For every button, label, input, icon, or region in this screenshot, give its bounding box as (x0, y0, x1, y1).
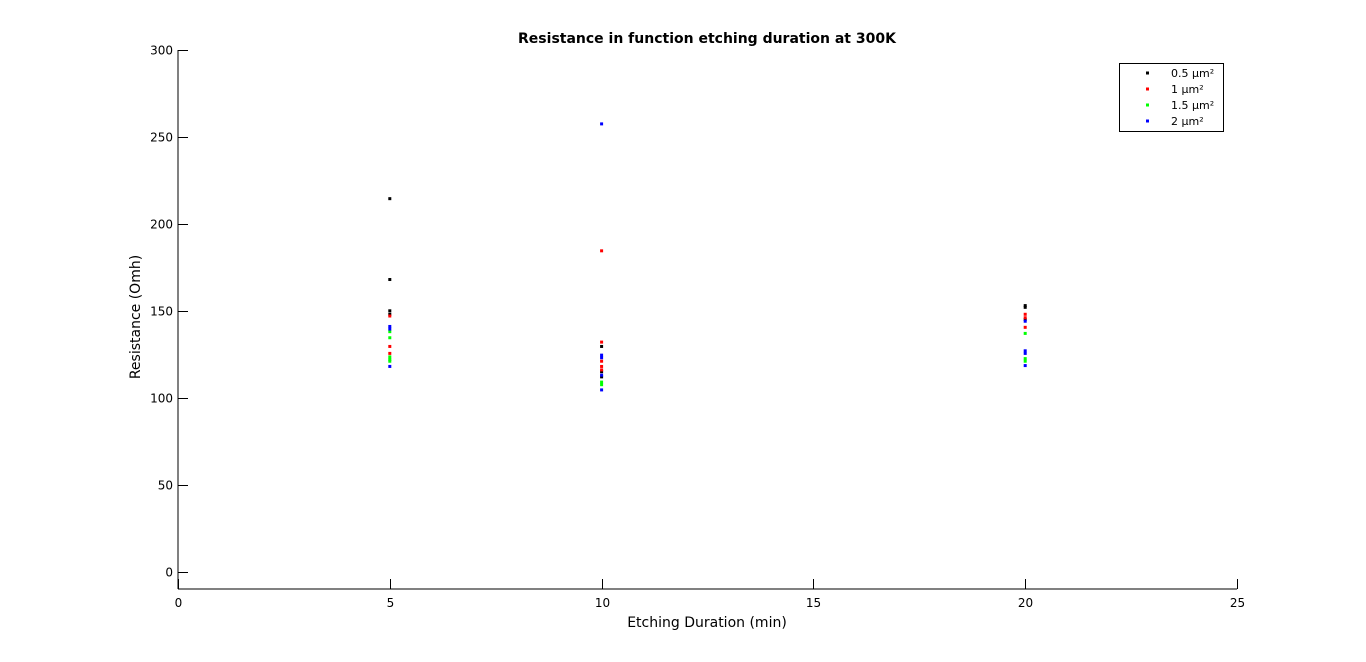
y-tick-label: 200 (150, 218, 173, 232)
legend-marker (1146, 71, 1149, 75)
data-point-series-1 (388, 197, 392, 201)
x-axis-label: Etching Duration (min) (627, 615, 787, 631)
data-point-series-1 (1023, 304, 1027, 308)
data-point-series-3 (388, 330, 392, 334)
data-point-series-3 (388, 357, 392, 361)
data-point-series-1 (600, 375, 604, 379)
data-point-series-1 (600, 370, 604, 374)
data-point-series-2 (600, 359, 604, 363)
data-point-series-4 (388, 364, 392, 368)
legend-marker (1146, 87, 1149, 91)
data-point-series-4 (600, 388, 604, 392)
data-point-series-2 (1023, 312, 1027, 316)
data-point-series-3 (388, 336, 392, 340)
data-point-series-3 (600, 380, 604, 384)
data-point-series-2 (388, 344, 392, 348)
data-point-series-2 (600, 249, 604, 253)
legend-entry-label: 2 µm² (1171, 115, 1204, 128)
data-point-series-1 (1023, 305, 1027, 309)
data-point-series-2 (600, 368, 604, 372)
y-tick-label: 250 (150, 131, 173, 145)
data-point-series-4 (1023, 349, 1027, 353)
data-points (388, 122, 1027, 392)
y-tick-label: 150 (150, 305, 173, 319)
y-tick-label: 0 (165, 566, 173, 580)
x-tick-label: 20 (1018, 596, 1033, 610)
data-point-series-1 (1023, 318, 1027, 321)
y-tick-label: 50 (158, 479, 173, 493)
data-point-series-2 (1023, 325, 1027, 329)
legend-marker (1146, 119, 1149, 123)
legend: 0.5 µm² 1 µm² 1.5 µm² 2 µm² (1119, 63, 1224, 132)
data-point-series-4 (1023, 319, 1027, 323)
legend-box (1119, 63, 1224, 132)
data-point-series-1 (388, 309, 392, 313)
data-point-series-1 (388, 312, 392, 316)
legend-entry-label: 1.5 µm² (1171, 99, 1214, 112)
legend-entry-label: 0.5 µm² (1171, 67, 1214, 80)
data-point-series-4 (600, 122, 604, 126)
data-point-series-3 (388, 355, 392, 359)
x-tick-label: 15 (806, 596, 821, 610)
data-point-series-1 (600, 344, 604, 348)
y-tick-label: 300 (150, 44, 173, 58)
x-tick-label: 0 (175, 596, 183, 610)
data-point-series-2 (600, 340, 604, 344)
data-point-series-2 (1023, 316, 1027, 320)
legend-marker (1146, 103, 1149, 107)
data-point-series-3 (388, 359, 392, 363)
data-point-series-1 (388, 278, 392, 282)
data-point-series-3 (600, 383, 604, 387)
data-point-series-2 (388, 314, 392, 318)
y-tick-label: 100 (150, 392, 173, 406)
data-point-series-4 (600, 356, 604, 360)
y-axis-label: Resistance (Omh) (128, 255, 144, 379)
data-point-series-2 (388, 351, 392, 355)
chart-title: Resistance in function etching duration … (518, 31, 897, 47)
data-point-series-4 (600, 353, 604, 357)
data-point-series-3 (1023, 357, 1027, 361)
data-point-series-4 (600, 373, 604, 377)
data-point-series-2 (600, 364, 604, 368)
x-tick-label: 5 (387, 596, 395, 610)
data-point-series-4 (388, 324, 392, 328)
legend-entry-label: 1 µm² (1171, 83, 1204, 96)
data-point-series-3 (1023, 359, 1027, 363)
data-point-series-4 (1023, 364, 1027, 368)
x-tick-label: 25 (1230, 596, 1245, 610)
data-point-series-3 (1023, 331, 1027, 335)
x-tick-label: 10 (595, 596, 610, 610)
data-point-series-4 (1023, 351, 1027, 355)
data-point-series-4 (388, 327, 392, 331)
